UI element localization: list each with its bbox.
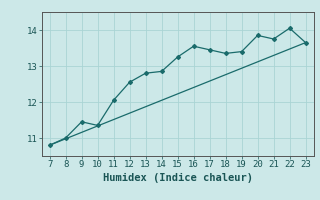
X-axis label: Humidex (Indice chaleur): Humidex (Indice chaleur) — [103, 173, 252, 183]
